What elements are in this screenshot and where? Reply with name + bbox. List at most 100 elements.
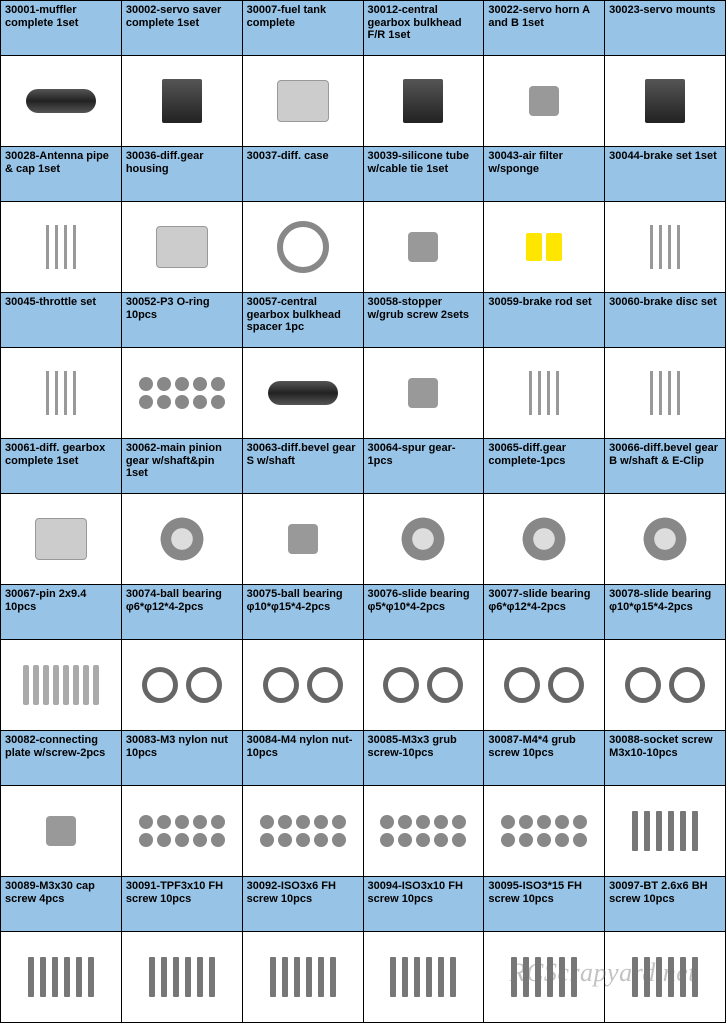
part-image-cell [605,494,726,585]
part-image-placeholder [496,654,592,717]
part-image-placeholder [496,946,592,1009]
part-image-cell [484,640,605,731]
part-image-placeholder [134,654,230,717]
part-image-cell [122,640,243,731]
part-label-cell: 30078-slide bearing φ10*φ15*4-2pcs [605,585,726,640]
part-image-cell [364,348,485,439]
part-image-cell [122,786,243,877]
part-image-cell [364,932,485,1023]
part-label-cell: 30064-spur gear-1pcs [364,439,485,494]
part-image-cell [605,56,726,147]
part-image-cell [243,786,364,877]
part-image-cell [243,348,364,439]
part-image-placeholder [617,946,713,1009]
part-image-placeholder [134,362,230,425]
part-label-cell: 30043-air filter w/sponge [484,147,605,202]
part-label-cell: 30059-brake rod set [484,293,605,348]
part-image-cell [605,932,726,1023]
part-image-cell [243,640,364,731]
part-image-placeholder [134,800,230,863]
part-image-placeholder [13,70,109,133]
part-image-cell [122,494,243,585]
part-label-cell: 30052-P3 O-ring 10pcs [122,293,243,348]
part-label-cell: 30067-pin 2x9.4 10pcs [1,585,122,640]
part-image-placeholder [496,70,592,133]
part-label-cell: 30022-servo horn A and B 1set [484,1,605,56]
part-image-cell [484,786,605,877]
part-image-cell [122,932,243,1023]
part-image-cell [364,202,485,293]
part-image-placeholder [13,800,109,863]
part-label-cell: 30023-servo mounts [605,1,726,56]
part-image-placeholder [134,70,230,133]
part-image-cell [484,494,605,585]
part-image-placeholder [255,800,351,863]
part-image-placeholder [496,508,592,571]
part-image-placeholder [255,70,351,133]
part-label-cell: 30037-diff. case [243,147,364,202]
part-image-cell [605,348,726,439]
part-label-cell: 30012-central gearbox bulkhead F/R 1set [364,1,485,56]
part-image-cell [605,202,726,293]
part-image-placeholder [134,946,230,1009]
part-label-cell: 30002-servo saver complete 1set [122,1,243,56]
part-label-cell: 30074-ball bearing φ6*φ12*4-2pcs [122,585,243,640]
part-image-placeholder [13,216,109,279]
part-image-cell [484,56,605,147]
part-label-cell: 30058-stopper w/grub screw 2sets [364,293,485,348]
part-label-cell: 30060-brake disc set [605,293,726,348]
part-image-cell [364,494,485,585]
part-image-placeholder [255,946,351,1009]
part-image-cell [1,348,122,439]
part-label-cell: 30061-diff. gearbox complete 1set [1,439,122,494]
part-image-placeholder [375,508,471,571]
part-image-cell [1,202,122,293]
part-label-cell: 30085-M3x3 grub screw-10pcs [364,731,485,786]
part-image-placeholder [617,70,713,133]
part-image-cell [243,494,364,585]
part-image-placeholder [617,508,713,571]
part-image-placeholder [13,654,109,717]
part-image-placeholder [13,508,109,571]
part-label-cell: 30036-diff.gear housing [122,147,243,202]
part-image-placeholder [617,216,713,279]
part-label-cell: 30062-main pinion gear w/shaft&pin 1set [122,439,243,494]
part-label-cell: 30082-connecting plate w/screw-2pcs [1,731,122,786]
part-label-cell: 30088-socket screw M3x10-10pcs [605,731,726,786]
part-image-cell [1,932,122,1023]
part-image-cell [484,202,605,293]
part-label-cell: 30097-BT 2.6x6 BH screw 10pcs [605,877,726,932]
part-image-cell [364,56,485,147]
part-image-cell [243,56,364,147]
part-image-placeholder [375,654,471,717]
part-label-cell: 30083-M3 nylon nut 10pcs [122,731,243,786]
part-label-cell: 30066-diff.bevel gear B w/shaft & E-Clip [605,439,726,494]
part-label-cell: 30076-slide bearing φ5*φ10*4-2pcs [364,585,485,640]
part-label-cell: 30063-diff.bevel gear S w/shaft [243,439,364,494]
part-label-cell: 30077-slide bearing φ6*φ12*4-2pcs [484,585,605,640]
part-label-cell: 30007-fuel tank complete [243,1,364,56]
part-image-cell [1,56,122,147]
part-label-cell: 30092-ISO3x6 FH screw 10pcs [243,877,364,932]
part-image-placeholder [375,70,471,133]
part-image-placeholder [134,508,230,571]
part-image-cell [484,348,605,439]
part-image-placeholder [375,362,471,425]
part-label-cell: 30039-silicone tube w/cable tie 1set [364,147,485,202]
part-image-cell [1,640,122,731]
part-image-cell [243,932,364,1023]
part-label-cell: 30087-M4*4 grub screw 10pcs [484,731,605,786]
part-image-placeholder [255,654,351,717]
part-image-placeholder [255,216,351,279]
part-image-cell [122,348,243,439]
part-image-cell [1,786,122,877]
part-image-placeholder [375,800,471,863]
part-image-placeholder [255,362,351,425]
parts-table: 30001-muffler complete 1set30002-servo s… [0,0,726,1023]
part-image-cell [243,202,364,293]
part-image-placeholder [496,800,592,863]
part-label-cell: 30075-ball bearing φ10*φ15*4-2pcs [243,585,364,640]
part-image-cell [364,640,485,731]
part-image-cell [484,932,605,1023]
part-image-placeholder [375,216,471,279]
